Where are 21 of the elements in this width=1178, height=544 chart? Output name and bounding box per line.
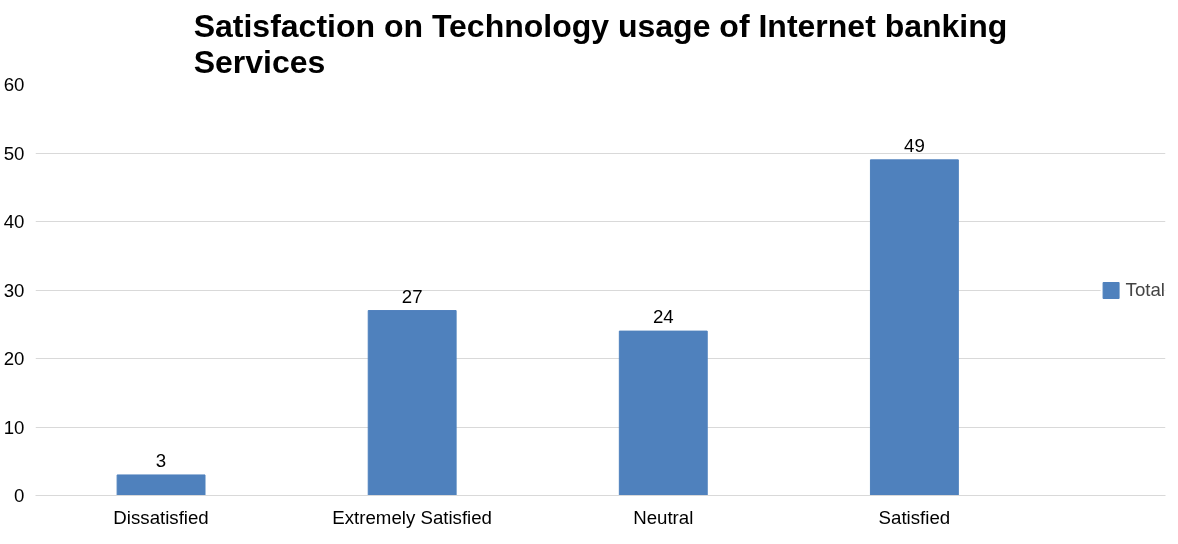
y-tick-label: 40 [3,211,25,232]
bar [367,310,457,496]
x-tick-label: Dissatisfied [113,506,209,528]
legend-label: Total [1125,278,1165,301]
data-label: 3 [155,449,167,471]
x-tick-label: Extremely Satisfied [332,506,492,528]
bar [869,159,959,496]
bar [116,474,206,496]
y-tick-label: 60 [3,74,25,95]
x-tick-label: Neutral [633,506,694,528]
y-tick-label: 10 [3,416,25,438]
y-tick-label: 30 [3,279,25,301]
x-tick-label: Satisfied [878,506,951,528]
y-tick-label: 50 [3,142,25,164]
y-tick-label: 20 [3,348,25,369]
chart-title: Satisfaction on Technology usage of Internet banking Services [193,7,1008,80]
data-label: 49 [904,134,925,156]
data-label: 27 [401,285,423,307]
data-label: 24 [652,306,674,328]
bar [618,330,708,496]
y-tick-label: 0 [14,485,25,506]
